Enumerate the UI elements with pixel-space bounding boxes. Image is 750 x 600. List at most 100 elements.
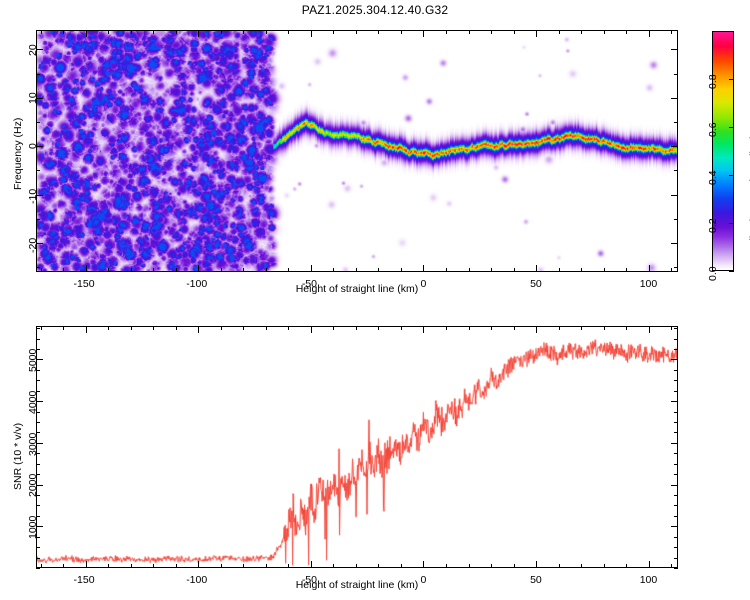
spectrogram-xticklabel: -100 [186,278,208,290]
colorbar-tick [729,271,734,272]
snr-ytick-minor-right [674,369,678,371]
snr-ytick-minor [36,463,40,465]
snr-xtick-minor-top [108,326,110,330]
colorbar-tick [729,223,734,224]
spectrogram-ytick-minor-right [674,170,678,172]
spectrogram-xtick-minor [130,268,132,272]
snr-xtick-minor [581,564,583,568]
spectrogram-xtick-minor-top [626,30,628,34]
snr-xtick-minor [513,564,515,568]
snr-xtick [536,561,538,568]
spectrogram-xtick-top [536,30,538,37]
snr-xtick-top [198,326,200,333]
snr-xtick-minor-top [243,326,245,330]
spectrogram-ytick-minor [36,121,40,123]
snr-xtick-minor [288,564,290,568]
snr-ytick-minor-right [674,432,678,434]
colorbar-ticklabel: 0.4 [707,169,719,185]
snr-yticklabel: 5000 [27,348,39,373]
spectrogram-yticklabel: 20 [27,44,39,56]
snr-xtick [198,561,200,568]
snr-panel [36,326,678,568]
snr-xtick-minor-top [265,326,267,330]
snr-xtick-minor [108,564,110,568]
snr-xtick-minor [175,564,177,568]
spectrogram-xtick-minor [63,268,65,272]
snr-xticklabel: -100 [186,574,208,586]
spectrogram-xtick-top [423,30,425,37]
colorbar-tick [729,127,734,128]
snr-ytick-minor [36,568,40,569]
snr-ytick-minor [36,411,40,413]
spectrogram-xtick-minor-top [153,30,155,34]
snr-ytick-minor-right [674,536,678,538]
colorbar-ticklabel: 0.0 [707,265,719,281]
spectrogram-xticklabel: -50 [301,278,317,290]
snr-xtick-top [85,326,87,333]
snr-xtick-minor [468,564,470,568]
spectrogram-xtick-minor-top [175,30,177,34]
snr-ytick-minor-right [674,515,678,517]
spectrogram-xtick-minor-top [400,30,402,34]
snr-xtick [423,561,425,568]
snr-xtick-minor-top [671,326,673,330]
spectrogram-ytick-minor-right [674,267,678,269]
snr-frame [36,326,678,568]
snr-yticklabel: 3000 [27,432,39,456]
spectrogram-ytick [36,49,43,51]
snr-ytick [36,359,43,361]
snr-xticklabel: 50 [530,574,542,586]
spectrogram-xtick-minor [355,268,357,272]
snr-xtick-minor-top [400,326,402,330]
snr-xtick-minor [400,564,402,568]
spectrogram-xtick-minor-top [63,30,65,34]
spectrogram-ytick-minor [36,170,40,172]
snr-xtick-minor-top [603,326,605,330]
snr-ytick-minor-right [674,474,678,476]
spectrogram-ytick-right [671,97,678,99]
spectrogram-xtick-minor [220,268,222,272]
snr-xtick-minor [265,564,267,568]
snr-xticklabel: 100 [639,574,658,586]
snr-ytick-minor-right [674,463,678,465]
snr-xtick-minor [445,564,447,568]
snr-xtick-minor [603,564,605,568]
spectrogram-xtick-minor [265,268,267,272]
snr-xtick-top [536,326,538,333]
snr-ytick-right [671,526,678,528]
spectrogram-ytick-minor [36,218,40,220]
spectrogram-xtick-minor [175,268,177,272]
snr-ytick [36,401,43,403]
snr-ytick-minor [36,536,40,538]
snr-ytick-minor [36,515,40,517]
snr-ytick-minor-right [674,411,678,413]
spectrogram-xtick-minor-top [243,30,245,34]
spectrogram-xtick [423,265,425,272]
colorbar-ticklabel: 0.2 [707,217,719,233]
snr-ytick-right [671,401,678,403]
snr-ytick-minor-right [674,328,678,330]
snr-ytick-minor [36,494,40,496]
snr-ytick-minor-right [674,453,678,455]
spectrogram-xtick-minor-top [333,30,335,34]
snr-xtick-minor [491,564,493,568]
snr-ytick-minor [36,328,40,330]
snr-ytick [36,526,43,528]
snr-xtick-minor-top [445,326,447,330]
spectrogram-xtick-minor [581,268,583,272]
snr-xtick-minor [40,564,42,568]
snr-xtick-minor-top [378,326,380,330]
spectrogram-xtick-top [310,30,312,37]
snr-ytick-minor-right [674,390,678,392]
snr-xtick-minor [671,564,673,568]
snr-ytick [36,442,43,444]
snr-xtick-minor [626,564,628,568]
spectrogram-xtick-minor-top [558,30,560,34]
spectrogram-xtick-minor [400,268,402,272]
spectrogram-xtick [198,265,200,272]
spectrogram-xtick-minor-top [581,30,583,34]
snr-xtick [648,561,650,568]
snr-xtick-minor-top [581,326,583,330]
spectrogram-ytick-minor-right [674,73,678,75]
snr-ytick-minor [36,390,40,392]
